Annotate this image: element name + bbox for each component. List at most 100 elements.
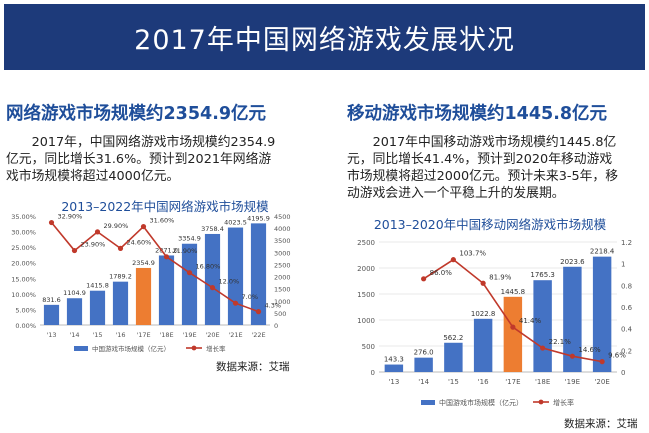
growth-rate-label: 86.0% (430, 269, 453, 277)
bar-value-label: 2871.0 (155, 246, 178, 254)
bar (112, 281, 129, 325)
growth-rate-point (117, 245, 124, 251)
y-right-tick-label: 2000 (274, 274, 291, 282)
x-tick-label: '19E (182, 331, 196, 339)
bar-value-label: 4195.9 (247, 214, 270, 222)
y-left-tick-label: 10.00% (11, 291, 36, 299)
y-left-tick-label: 1500 (357, 291, 375, 299)
bar-value-label: 2023.6 (560, 258, 585, 266)
growth-rate-point (540, 345, 546, 351)
y-left-tick-label: 1000 (357, 317, 375, 325)
y-right-tick-label: 4000 (274, 225, 291, 233)
bar (89, 290, 106, 325)
right-paragraph-line: 动游戏会进入一个平稳上升的发展期。 (347, 186, 565, 201)
legend-line-marker (538, 399, 544, 405)
bar (414, 357, 433, 372)
growth-rate-label: 103.7% (459, 250, 486, 258)
bar (444, 342, 463, 372)
growth-rate-label: 29.90% (104, 222, 129, 230)
online-game-market-chart: 0.00% 5.00% 10.00% 15.00% 20.00% 25.00% 30.00%… (11, 213, 291, 353)
y-left-tick-label: 5.00% (15, 306, 36, 314)
x-tick-label: '15 (448, 378, 459, 386)
x-tick-label: '14 (418, 378, 429, 386)
growth-rate-label: 7.0% (242, 293, 259, 301)
y-left-tick-label: 25.00% (11, 244, 36, 252)
growth-rate-point (94, 229, 101, 235)
bar (592, 256, 612, 372)
bar-value-label: 3354.9 (178, 235, 201, 243)
bar-value-label: 1104.9 (63, 289, 86, 297)
y-left-tick-label: 30.00% (11, 229, 36, 237)
growth-rate-point (510, 324, 516, 330)
bar (473, 318, 493, 372)
bar (158, 255, 175, 325)
x-tick-label: '20E (594, 378, 609, 386)
x-tick-label: '21E (228, 331, 242, 339)
y-left-tick-label: 500 (362, 343, 375, 351)
bar (384, 364, 404, 372)
growth-rate-point (450, 257, 456, 263)
y-right-tick-label: 1000 (274, 298, 291, 306)
right-paragraph-line: 元，同比增长41.4%，预计到2020年移动游戏 (347, 152, 613, 167)
y-left-tick-label: 2000 (357, 265, 375, 273)
x-tick-label: '14 (69, 331, 79, 339)
growth-rate-label: 9.6% (608, 352, 626, 360)
y-right-tick-label: 0 (621, 369, 625, 377)
growth-rate-label: 14.6% (578, 346, 601, 354)
growth-rate-point (163, 254, 170, 260)
left-chart-title: 2013–2022年中国网络游戏市场规模 (61, 199, 269, 214)
y-right-tick-label: 4500 (274, 213, 291, 221)
growth-rate-point (480, 280, 486, 286)
y-right-tick-label: 1500 (274, 286, 291, 294)
bar (533, 280, 552, 372)
growth-rate-point (421, 276, 427, 282)
left-paragraph-line: 戏市场规模将超过4000亿元。 (6, 169, 180, 184)
bar (227, 227, 244, 325)
x-tick-label: '15 (92, 331, 102, 339)
growth-rate-point (71, 247, 78, 254)
bar (181, 243, 198, 325)
right-data-source: 数据来源：艾瑞 (564, 418, 638, 430)
y-left-tick-label: 35.00% (11, 213, 36, 221)
y-left-tick-label: 20.00% (11, 260, 36, 268)
bar (66, 298, 83, 325)
growth-rate-label: 22.1% (549, 338, 572, 346)
x-tick-label: '17E (136, 331, 150, 339)
bar-value-label: 1445.8 (501, 288, 526, 296)
x-tick-label: '19E (565, 378, 580, 386)
bar-value-label: 831.6 (42, 296, 61, 304)
y-left-tick-label: 15.00% (11, 275, 36, 283)
growth-rate-label: 23.90% (81, 241, 106, 249)
page-title: 2017年中国网络游戏发展状况 (4, 4, 645, 70)
x-tick-label: '13 (46, 331, 56, 339)
left-data-source: 数据来源：艾瑞 (216, 361, 290, 373)
x-tick-label: '16 (478, 378, 489, 386)
growth-rate-label: 32.90% (58, 213, 83, 221)
mobile-game-market-chart: 0 500 1000 1500 2000 2500 0 0.2 0.4 0.6 0.8 1 1.2 143… (357, 239, 633, 407)
right-section-heading: 移动游戏市场规模约1445.8亿元 (347, 104, 608, 124)
y-right-tick-label: 1.2 (621, 239, 632, 247)
bar-value-label: 562.2 (443, 334, 463, 342)
y-right-tick-label: 0.2 (621, 347, 632, 355)
right-paragraph: 2017年中国移动游戏市场规模约1445.8亿 元，同比增长41.4%，预计到2… (347, 134, 647, 202)
bar-value-label: 4023.5 (224, 219, 247, 227)
growth-rate-point (140, 223, 147, 230)
growth-rate-point (209, 285, 216, 291)
growth-rate-point (569, 353, 575, 359)
bar-value-label: 276.0 (414, 349, 434, 357)
bar-value-label: 143.3 (384, 356, 404, 364)
y-right-tick-label: 3500 (274, 237, 291, 245)
y-right-tick-label: 0.6 (621, 304, 633, 312)
left-section-heading: 网络游戏市场规模约2354.9亿元 (6, 104, 267, 124)
growth-rate-point (186, 270, 193, 276)
left-paragraph-line: 亿元，同比增长31.6%。预计到2021年网络游 (6, 152, 272, 167)
bar (43, 304, 60, 325)
x-tick-label: '22E (251, 331, 265, 339)
growth-rate-point (255, 309, 262, 315)
y-right-tick-label: 0 (274, 322, 278, 330)
growth-rate-label: 21.90% (173, 247, 198, 255)
x-tick-label: '18E (159, 331, 173, 339)
growth-rate-point (232, 300, 239, 306)
bar-value-label: 1789.2 (109, 273, 132, 281)
bar-value-label: 3758.4 (201, 225, 224, 233)
